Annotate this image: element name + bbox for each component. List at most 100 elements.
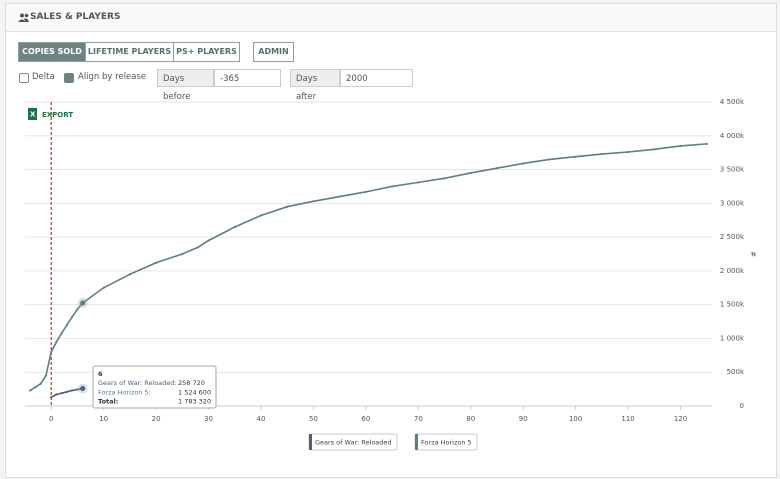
x-tick-label: 0 bbox=[49, 415, 53, 423]
checkbox-label: Delta bbox=[32, 72, 55, 82]
point bbox=[60, 392, 63, 395]
point bbox=[390, 185, 394, 188]
point bbox=[80, 300, 86, 306]
x-tick-label: 80 bbox=[466, 415, 475, 423]
panel-title: SALES & PLAYERS bbox=[30, 12, 121, 22]
tooltip-label: Total: bbox=[98, 398, 118, 406]
point bbox=[679, 144, 682, 148]
point bbox=[600, 152, 603, 156]
point bbox=[574, 155, 577, 158]
x-tick-label: 20 bbox=[152, 415, 161, 423]
point bbox=[76, 388, 79, 391]
point bbox=[705, 142, 708, 145]
point bbox=[259, 214, 263, 217]
y-tick-label: 1 000k bbox=[720, 334, 745, 342]
checkbox[interactable] bbox=[64, 73, 74, 83]
point bbox=[653, 148, 656, 151]
point bbox=[155, 261, 158, 264]
x-tick-label: 60 bbox=[361, 415, 370, 423]
y-tick-label: 3 000k bbox=[720, 199, 745, 207]
tooltip-label: Gears of War: Reloaded: bbox=[98, 379, 177, 387]
point bbox=[80, 386, 86, 392]
point bbox=[65, 323, 69, 327]
point bbox=[55, 393, 58, 396]
point bbox=[44, 374, 48, 377]
point bbox=[522, 162, 525, 165]
point bbox=[50, 396, 53, 399]
checkbox[interactable] bbox=[19, 73, 29, 83]
point bbox=[443, 177, 446, 180]
y-axis-label: # bbox=[749, 251, 757, 257]
checkbox-label: Align by release bbox=[78, 72, 147, 82]
tooltip-label: Forza Horizon 5: bbox=[98, 388, 151, 396]
point bbox=[364, 190, 367, 193]
tooltip-value: 1 524 600 bbox=[178, 388, 211, 396]
point bbox=[196, 246, 200, 249]
x-tick-label: 120 bbox=[674, 415, 687, 423]
text-input[interactable]: -365 bbox=[214, 69, 281, 87]
y-tick-label: 0 bbox=[740, 402, 744, 410]
excel-icon-x: X bbox=[30, 111, 36, 119]
point bbox=[60, 331, 63, 335]
tooltip-box bbox=[92, 365, 217, 409]
point bbox=[417, 181, 420, 184]
input-label: Days before bbox=[157, 69, 214, 102]
series-line bbox=[29, 143, 707, 392]
point bbox=[233, 225, 236, 229]
y-tick-label: 1 500k bbox=[720, 301, 745, 309]
point bbox=[128, 273, 131, 276]
point bbox=[338, 195, 341, 198]
x-tick-label: 50 bbox=[309, 415, 318, 423]
y-tick-label: 4 000k bbox=[720, 132, 745, 140]
tab[interactable]: PS+ PLAYERS bbox=[173, 42, 240, 62]
point bbox=[39, 382, 42, 385]
point bbox=[181, 252, 184, 256]
excel-icon[interactable] bbox=[28, 108, 37, 120]
point bbox=[71, 315, 74, 318]
tab[interactable]: LIFETIME PLAYERS bbox=[85, 42, 174, 62]
input-label: Days after bbox=[290, 69, 340, 102]
x-tick-label: 10 bbox=[99, 415, 108, 423]
x-tick-label: 110 bbox=[621, 415, 634, 423]
tooltip-title: 6 bbox=[98, 370, 103, 378]
point bbox=[29, 389, 32, 392]
tab[interactable]: ADMIN bbox=[253, 42, 294, 62]
x-tick-label: 90 bbox=[519, 415, 528, 423]
export-button[interactable]: EXPORT bbox=[42, 111, 73, 119]
users-icon bbox=[18, 13, 29, 22]
point bbox=[207, 239, 210, 242]
x-tick-label: 70 bbox=[414, 415, 423, 423]
y-tick-label: 4 500k bbox=[720, 98, 745, 106]
point bbox=[76, 308, 79, 311]
point bbox=[312, 200, 315, 203]
y-tick-label: 2 500k bbox=[720, 233, 745, 241]
point bbox=[65, 390, 69, 393]
tooltip-value: 258 720 bbox=[178, 379, 205, 387]
point bbox=[50, 350, 53, 354]
point bbox=[495, 167, 499, 170]
y-tick-label: 2 000k bbox=[720, 267, 745, 275]
point bbox=[34, 385, 37, 389]
point bbox=[548, 158, 551, 161]
point bbox=[71, 389, 74, 392]
x-tick-label: 40 bbox=[257, 415, 266, 423]
legend-swatch bbox=[415, 434, 418, 450]
tooltip-value: 1 783 320 bbox=[178, 398, 211, 406]
text-input[interactable]: 2000 bbox=[340, 69, 413, 87]
point bbox=[102, 286, 105, 289]
point bbox=[626, 150, 630, 154]
legend-label: Gears of War: Reloaded bbox=[315, 439, 392, 447]
point bbox=[286, 205, 289, 208]
legend-label: Forza Horizon 5 bbox=[421, 439, 472, 447]
y-tick-label: 500k bbox=[727, 368, 745, 376]
point bbox=[469, 171, 472, 175]
panel-header: SALES & PLAYERS bbox=[6, 4, 776, 32]
point bbox=[55, 340, 58, 343]
x-tick-label: 30 bbox=[204, 415, 213, 423]
y-tick-label: 3 500k bbox=[720, 166, 745, 174]
legend-swatch bbox=[309, 434, 312, 450]
x-tick-label: 100 bbox=[569, 415, 582, 423]
